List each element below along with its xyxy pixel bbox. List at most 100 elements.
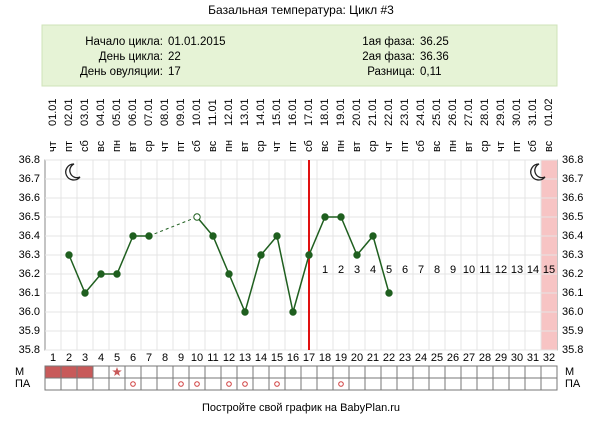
day-label: 9 [178, 352, 184, 364]
day-label: 1 [50, 352, 56, 364]
day-label: 17 [303, 352, 315, 364]
weekday-label: чт [159, 141, 171, 152]
temperature-point [81, 289, 89, 297]
weekday-label: вс [431, 140, 443, 152]
info-value: 01.01.2015 [168, 36, 226, 48]
y2-tick-label: 36.1 [562, 287, 583, 299]
date-label: 14.01 [255, 98, 267, 126]
plot: 35.8 35.8 35.9 35.9 36.0 36.0 36.1 36.1 36.2 36.2… [15, 98, 583, 391]
temperature-point [257, 251, 265, 259]
date-label: 02.01 [63, 98, 75, 126]
date-label: 10.01 [191, 98, 203, 126]
row-label: М [565, 366, 574, 378]
weekday-label: чт [47, 141, 59, 152]
date-label: 27.01 [463, 98, 475, 126]
weekday-label: ср [255, 140, 267, 152]
date-label: 23.01 [399, 98, 411, 126]
weekday-label: вс [207, 140, 219, 152]
gap-connector [148, 216, 198, 237]
row-label: ПА [15, 378, 31, 390]
info-value: 0,11 [420, 66, 442, 78]
date-label: 31.01 [527, 98, 539, 126]
day-label: 6 [130, 352, 136, 364]
temperature-point [273, 232, 281, 240]
day-label: 31 [527, 352, 539, 364]
weekday-label: вс [95, 140, 107, 152]
y-tick-label: 36.4 [19, 230, 40, 242]
date-label: 09.01 [175, 98, 187, 126]
luteal-day-label: 11 [479, 264, 490, 276]
day-label: 26 [447, 352, 459, 364]
day-label: 21 [367, 352, 379, 364]
day-label: 28 [479, 352, 491, 364]
y-tick-label: 36.3 [19, 249, 40, 261]
day-label: 11 [207, 352, 218, 364]
temperature-point [193, 213, 201, 221]
date-label: 16.01 [287, 98, 299, 126]
luteal-day-label: 9 [450, 264, 456, 276]
temperature-point [145, 232, 153, 240]
day-label: 5 [114, 352, 120, 364]
luteal-day-label: 4 [370, 264, 376, 276]
day-label: 23 [399, 352, 411, 364]
day-label: 8 [162, 352, 168, 364]
info: Начало цикла: 01.01.2015 День цикла: 22 День… [80, 36, 449, 78]
temperature-point [369, 232, 377, 240]
date-label: 13.01 [239, 98, 251, 126]
luteal-day-label: 7 [418, 264, 424, 276]
day-label: 13 [239, 352, 251, 364]
luteal-day-label: 2 [338, 264, 344, 276]
weekday-label: вс [319, 140, 331, 152]
luteal-day-label: 8 [434, 264, 440, 276]
menstruation-cell [45, 366, 61, 378]
y-tick-label: 36.0 [19, 306, 40, 318]
intercourse-mark [274, 381, 280, 387]
weekday-label: пт [63, 141, 75, 152]
day-label: 30 [511, 352, 523, 364]
day-label: 27 [463, 352, 475, 364]
day-label: 32 [543, 352, 555, 364]
date-label: 25.01 [431, 98, 443, 126]
weekday-label: пт [511, 141, 523, 152]
date-label: 06.01 [127, 98, 139, 126]
day-label: 7 [146, 352, 152, 364]
date-label: 05.01 [111, 98, 123, 126]
weekday-label: сб [79, 140, 91, 152]
y2-tick-label: 35.8 [562, 344, 583, 356]
info-label: 2ая фаза: [362, 51, 415, 63]
day-label: 10 [191, 352, 203, 364]
luteal-day-label: 12 [495, 264, 507, 276]
info-label: 1ая фаза: [362, 36, 415, 48]
date-label: 20.01 [351, 98, 363, 126]
luteal-day-label: 5 [386, 264, 392, 276]
day-label: 20 [351, 352, 363, 364]
intercourse-mark [242, 381, 248, 387]
luteal-day-label: 13 [511, 264, 523, 276]
temperature-point [305, 251, 313, 259]
info-label: Начало цикла: [85, 36, 163, 48]
y-tick-label: 36.5 [19, 211, 40, 223]
weekday-label: пн [111, 140, 123, 152]
info-value: 22 [168, 51, 181, 63]
weekday-label: ср [143, 140, 155, 152]
day-label: 14 [255, 352, 267, 364]
date-label: 08.01 [159, 98, 171, 126]
weekday-label: пт [175, 141, 187, 152]
y2-tick-label: 36.5 [562, 211, 583, 223]
day-label: 2 [66, 352, 72, 364]
luteal-day-label: 10 [463, 264, 475, 276]
weekday-label: пт [287, 141, 299, 152]
date-label: 19.01 [335, 98, 347, 126]
day-label: 22 [383, 352, 395, 364]
day-label: 16 [287, 352, 299, 364]
y2-tick-label: 36.0 [562, 306, 583, 318]
date-label: 21.01 [367, 98, 379, 126]
y-tick-label: 36.7 [19, 173, 40, 185]
day-label: 4 [98, 352, 104, 364]
date-label: 11.01 [207, 99, 219, 126]
weekday-label: вс [543, 140, 555, 152]
y2-tick-label: 36.8 [562, 154, 583, 166]
weekday-label: пт [399, 141, 411, 152]
date-label: 24.01 [415, 98, 427, 126]
